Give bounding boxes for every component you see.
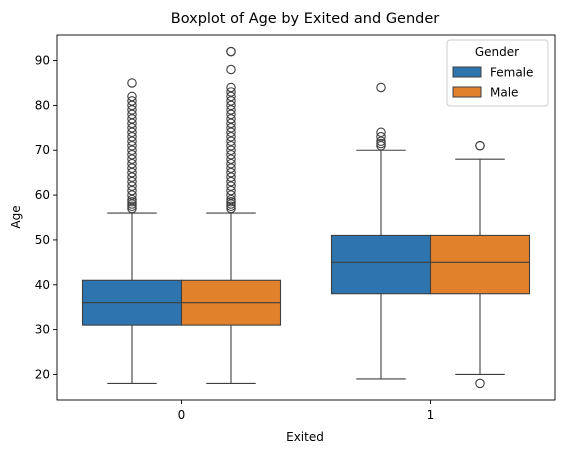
- outlier-point: [127, 132, 137, 142]
- outlier-point: [226, 199, 236, 209]
- outlier-point: [226, 141, 236, 151]
- y-tick-label: 70: [35, 143, 50, 157]
- outlier-point: [226, 96, 236, 106]
- outlier-point: [127, 118, 137, 129]
- legend-swatch-female: [452, 66, 482, 78]
- outlier-point: [226, 91, 236, 102]
- outlier-point: [226, 123, 236, 133]
- box-iqr: [330, 234, 432, 295]
- y-tick-label: 60: [35, 188, 50, 202]
- outlier-point: [127, 91, 137, 102]
- outlier-point: [226, 181, 236, 191]
- y-axis-label: Age: [9, 205, 23, 228]
- outlier-point: [127, 141, 137, 151]
- box-male-0: [180, 46, 282, 384]
- legend-title: Gender: [475, 45, 519, 59]
- y-tick-label: 30: [35, 323, 50, 337]
- box-female-1: [330, 82, 432, 380]
- legend-swatch-male: [452, 86, 482, 98]
- outlier-point: [127, 78, 137, 88]
- outlier-point: [226, 105, 236, 115]
- plot-frame: [56, 34, 556, 401]
- legend: Gender Female Male: [446, 39, 549, 107]
- outlier-point: [127, 181, 137, 191]
- x-tick-label: 0: [178, 408, 186, 422]
- y-tick-label: 50: [35, 233, 50, 247]
- outlier-point: [475, 141, 485, 151]
- outlier-point: [226, 167, 236, 178]
- outlier-point: [226, 158, 236, 169]
- outlier-point: [127, 194, 137, 205]
- outlier-point: [226, 46, 236, 57]
- y-tick-label: 90: [35, 54, 50, 68]
- outlier-point: [127, 145, 137, 155]
- outlier-point: [475, 378, 485, 389]
- x-tick-label: 1: [427, 408, 435, 422]
- outlier-point: [127, 185, 137, 196]
- outlier-point: [127, 149, 137, 160]
- outlier-point: [226, 145, 236, 155]
- outlier-point: [127, 105, 137, 115]
- outlier-point: [226, 203, 236, 214]
- outlier-point: [376, 132, 386, 142]
- outlier-point: [127, 190, 137, 200]
- outlier-point: [226, 154, 236, 164]
- outlier-point: [226, 109, 236, 120]
- outlier-point: [127, 167, 137, 178]
- outlier-point: [376, 138, 386, 149]
- outlier-point: [226, 197, 236, 207]
- outlier-point: [226, 64, 236, 75]
- outlier-point: [127, 123, 137, 133]
- outlier-point: [226, 185, 236, 196]
- outlier-point: [127, 163, 137, 173]
- outlier-point: [127, 201, 137, 212]
- legend-entry-male: Male: [490, 86, 518, 100]
- outlier-point: [127, 96, 137, 106]
- outlier-point: [376, 136, 386, 147]
- box-female-0: [81, 78, 183, 384]
- outlier-point: [127, 127, 137, 138]
- outlier-point: [226, 194, 236, 205]
- outlier-point: [226, 132, 236, 142]
- y-tick-label: 80: [35, 98, 50, 112]
- legend-entry-female: Female: [490, 66, 533, 80]
- y-tick-label: 40: [35, 278, 50, 292]
- outlier-point: [226, 127, 236, 138]
- outlier-point: [226, 163, 236, 173]
- outlier-point: [226, 176, 236, 187]
- y-tick-label: 20: [35, 367, 50, 381]
- outlier-point: [127, 158, 137, 169]
- outlier-point: [127, 109, 137, 120]
- axes: 20 30 40 50 60 70 80 90 0 1: [35, 54, 435, 422]
- chart-title: Boxplot of Age by Exited and Gender: [171, 11, 440, 27]
- outlier-point: [127, 197, 137, 207]
- outlier-point: [226, 190, 236, 200]
- plot-area: [81, 46, 531, 389]
- x-axis-label: Exited: [286, 430, 324, 444]
- outlier-point: [127, 199, 137, 209]
- outlier-point: [226, 114, 236, 124]
- outlier-point: [226, 172, 236, 182]
- box-male-1: [429, 141, 531, 389]
- box-iqr: [429, 234, 531, 295]
- outlier-point: [127, 203, 137, 214]
- outlier-point: [376, 82, 386, 93]
- outlier-point: [376, 141, 386, 151]
- outlier-point: [226, 136, 236, 147]
- outlier-point: [226, 82, 236, 93]
- outlier-point: [226, 201, 236, 212]
- outlier-point: [127, 154, 137, 164]
- outlier-point: [127, 114, 137, 124]
- outlier-point: [226, 149, 236, 160]
- outlier-point: [376, 127, 386, 138]
- outlier-point: [127, 172, 137, 182]
- outlier-point: [127, 136, 137, 147]
- outlier-point: [226, 100, 236, 111]
- outlier-point: [226, 87, 236, 97]
- outlier-point: [127, 176, 137, 187]
- outlier-point: [127, 100, 137, 111]
- outlier-point: [226, 118, 236, 129]
